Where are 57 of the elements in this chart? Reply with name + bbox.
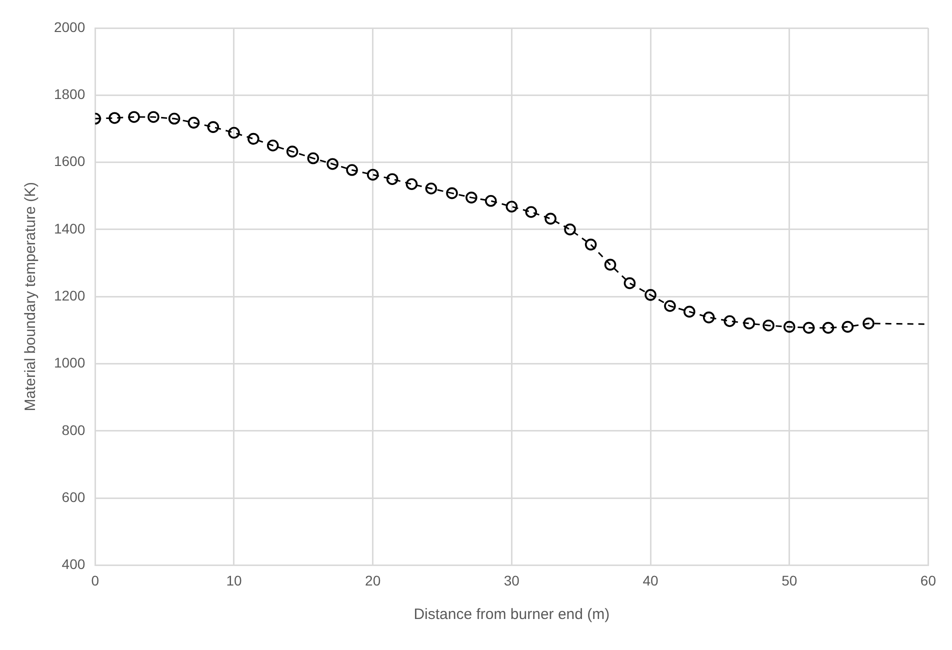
point	[684, 306, 696, 318]
point	[466, 192, 478, 204]
point	[286, 146, 298, 158]
x-tick-label: 20	[365, 572, 381, 588]
y-tick-label: 400	[62, 556, 86, 572]
point	[168, 112, 180, 125]
point	[128, 111, 140, 123]
point	[783, 320, 796, 333]
point	[307, 152, 320, 164]
point	[842, 320, 854, 333]
point	[446, 187, 458, 200]
x-tick-label: 30	[504, 572, 520, 588]
point	[664, 300, 676, 312]
point	[584, 238, 597, 250]
y-tick-label: 2000	[54, 18, 86, 35]
point	[406, 178, 418, 190]
x-tick-label: 40	[642, 572, 659, 588]
point	[822, 322, 834, 334]
point	[266, 140, 279, 152]
y-tick-label: 600	[62, 488, 86, 505]
y-tick-label: 1400	[54, 220, 86, 236]
point	[762, 320, 774, 332]
x-axis-title: Distance from burner end (m)	[414, 606, 610, 624]
y-tick-label: 1800	[54, 86, 86, 102]
point	[188, 116, 200, 129]
y-tick-label: 1000	[54, 354, 86, 371]
x-tick-label: 50	[782, 572, 798, 588]
point	[544, 212, 556, 225]
point	[506, 200, 518, 213]
point	[604, 258, 616, 271]
point	[862, 318, 874, 330]
y-axis-title: Material boundary temperature (K)	[22, 182, 40, 412]
point	[644, 289, 656, 301]
point	[346, 164, 358, 176]
x-tick-label: 10	[226, 572, 242, 588]
y-tick-label: 800	[62, 422, 86, 438]
point	[207, 121, 220, 133]
point	[564, 224, 576, 236]
y-tick-label: 1200	[54, 287, 86, 304]
point	[425, 182, 438, 194]
point	[724, 315, 736, 328]
point	[702, 312, 715, 324]
point	[802, 322, 815, 334]
point	[108, 112, 120, 124]
point	[148, 111, 160, 123]
point	[484, 195, 497, 207]
point	[326, 158, 338, 170]
point	[228, 126, 240, 139]
point	[624, 277, 636, 290]
x-tick-label: 0	[91, 572, 100, 588]
point	[386, 173, 398, 185]
point	[743, 318, 756, 330]
point	[366, 168, 379, 181]
point	[525, 206, 538, 218]
x-tick-label: 60	[920, 572, 936, 588]
y-tick-label: 1600	[54, 153, 86, 170]
point	[248, 132, 260, 145]
